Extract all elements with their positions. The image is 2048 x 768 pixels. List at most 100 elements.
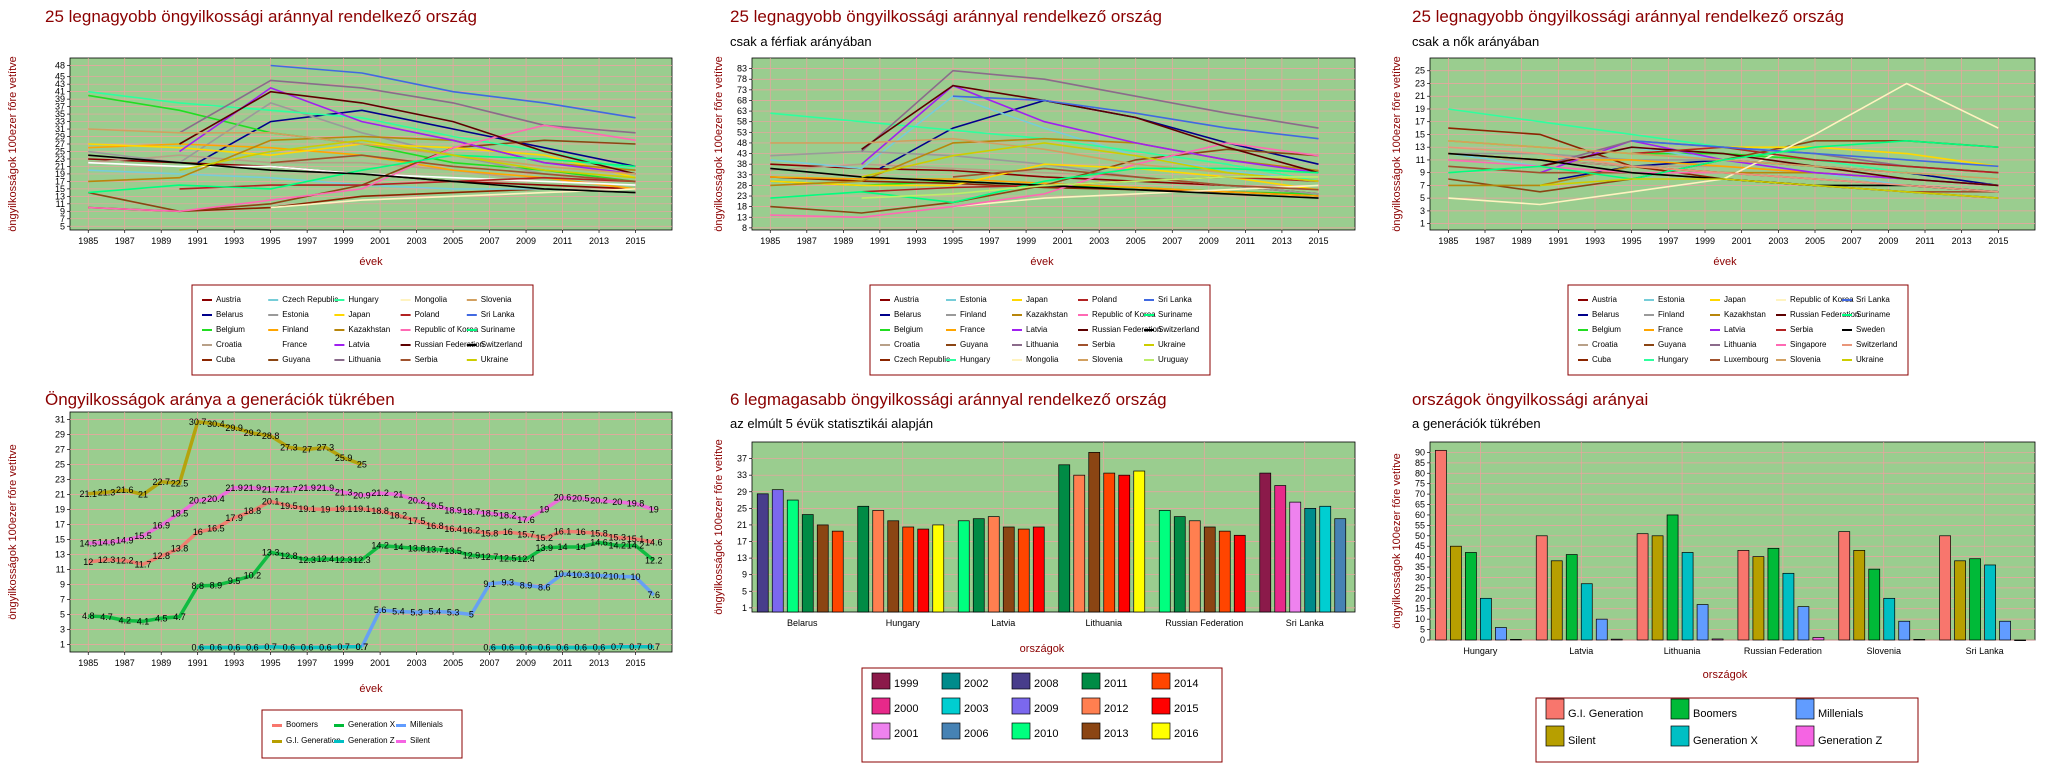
bar bbox=[1002, 526, 1015, 613]
data-label: 12.2 bbox=[645, 556, 663, 566]
data-label: 10.4 bbox=[554, 569, 572, 579]
x-tick-label: 2011 bbox=[1915, 236, 1934, 246]
y-tick-label: 41 bbox=[55, 87, 65, 97]
y-tick-label: 39 bbox=[55, 94, 65, 104]
legend-label: Poland bbox=[1092, 295, 1117, 304]
x-tick-label: 1995 bbox=[943, 236, 963, 246]
data-label: 21.3 bbox=[335, 487, 353, 497]
data-label: 19.1 bbox=[298, 504, 316, 514]
series-line-suriname bbox=[88, 154, 636, 194]
y-tick-label: 15 bbox=[1415, 604, 1425, 614]
data-label: 16 bbox=[503, 527, 513, 537]
x-tick-label: 2001 bbox=[370, 236, 390, 246]
bar bbox=[957, 520, 970, 613]
y-tick-label: 45 bbox=[55, 72, 65, 82]
y-tick-label: 3 bbox=[60, 625, 65, 635]
y-tick-label: 1 bbox=[60, 640, 65, 650]
bar bbox=[1565, 554, 1578, 641]
data-label: 5.3 bbox=[447, 607, 460, 617]
bar bbox=[1651, 535, 1664, 641]
y-axis-label: öngyilkosságok 100ezer főre vetítve bbox=[1391, 56, 1403, 232]
legend-swatch bbox=[1670, 725, 1690, 747]
legend-item: Poland bbox=[1078, 295, 1117, 304]
x-tick-label: 1991 bbox=[188, 236, 208, 246]
y-tick-label: 35 bbox=[55, 109, 65, 119]
legend-swatch bbox=[202, 359, 212, 361]
data-label: 17.6 bbox=[517, 515, 535, 525]
legend-swatch bbox=[1012, 299, 1022, 301]
bar bbox=[1782, 572, 1795, 641]
legend-label: Slovenia bbox=[481, 295, 512, 304]
legend-item: Russian Federation bbox=[1078, 325, 1161, 334]
data-label: 12.3 bbox=[335, 555, 353, 565]
legend-box bbox=[261, 709, 463, 759]
legend-swatch bbox=[1710, 299, 1720, 301]
legend-item: Generation X bbox=[334, 720, 396, 729]
bar bbox=[1868, 568, 1881, 641]
legend-label: Ukraine bbox=[481, 355, 509, 364]
legend-label: Kazakhstan bbox=[1724, 310, 1766, 319]
y-tick-label: 13 bbox=[737, 212, 747, 222]
x-tick-label: 1995 bbox=[1622, 236, 1642, 246]
legend-label: Czech Republic bbox=[894, 355, 950, 364]
x-tick-label: 1985 bbox=[760, 236, 780, 246]
data-label: 28.8 bbox=[262, 431, 280, 441]
bar bbox=[1969, 558, 1981, 641]
legend-item: Ukraine bbox=[466, 355, 509, 364]
data-label: 16.2 bbox=[463, 526, 481, 536]
legend-label: Finland bbox=[960, 310, 986, 319]
bar bbox=[1118, 474, 1131, 613]
legend-swatch bbox=[946, 359, 956, 361]
y-tick-label: 7 bbox=[1420, 180, 1425, 190]
data-label: 29.2 bbox=[244, 428, 262, 438]
legend-swatch bbox=[880, 344, 890, 346]
legend-label: Belgium bbox=[216, 325, 245, 334]
legend-item: Lithuania bbox=[334, 355, 381, 364]
legend-item: Slovenia bbox=[466, 295, 512, 304]
y-tick-label: 31 bbox=[55, 415, 65, 425]
data-label: 14.6 bbox=[590, 538, 608, 548]
bar bbox=[1465, 552, 1477, 641]
y-tick-label: 43 bbox=[55, 79, 65, 89]
data-label: 14.6 bbox=[645, 538, 663, 548]
data-label: 8.9 bbox=[520, 580, 533, 590]
data-label: 15.3 bbox=[609, 532, 627, 542]
legend-label: Hungary bbox=[348, 295, 378, 304]
legend-label: Silent bbox=[1568, 735, 1596, 747]
legend-label: Belarus bbox=[894, 310, 921, 319]
legend-item: Belarus bbox=[880, 310, 921, 319]
legend-item: Serbia bbox=[1776, 325, 1814, 334]
legend-swatch bbox=[1078, 314, 1088, 316]
data-label: 0.7 bbox=[611, 642, 624, 652]
legend-swatch bbox=[941, 697, 961, 715]
legend-swatch bbox=[1012, 344, 1022, 346]
data-label: 15.7 bbox=[517, 529, 535, 539]
data-label: 11.7 bbox=[135, 559, 152, 569]
legend-item: Suriname bbox=[466, 325, 516, 334]
chart-subtitle: csak a férfiak arányában bbox=[730, 34, 872, 49]
bar bbox=[1696, 604, 1709, 641]
data-label: 25.9 bbox=[335, 453, 353, 463]
legend-label: Ukraine bbox=[1856, 355, 1884, 364]
x-tick-label: 1987 bbox=[797, 236, 817, 246]
legend-label: Croatia bbox=[216, 340, 242, 349]
y-tick-label: 80 bbox=[1415, 468, 1425, 478]
legend-item: Boomers bbox=[272, 720, 318, 729]
bar bbox=[1883, 597, 1896, 641]
x-tick-label: 1989 bbox=[151, 236, 171, 246]
y-tick-label: 15 bbox=[55, 535, 65, 545]
legend-swatch bbox=[334, 740, 344, 743]
legend-item: 2014 bbox=[1151, 672, 1198, 690]
x-tick-label: 1991 bbox=[188, 658, 208, 668]
y-tick-label: 48 bbox=[55, 60, 65, 70]
data-label: 15.5 bbox=[134, 531, 152, 541]
data-label: 14.2 bbox=[371, 541, 389, 551]
x-tick-label: 2005 bbox=[443, 236, 463, 246]
legend-swatch bbox=[1710, 359, 1720, 361]
series-line-slovenia bbox=[88, 128, 636, 175]
data-label: 15.8 bbox=[590, 529, 608, 539]
y-tick-label: 30 bbox=[1415, 572, 1425, 582]
data-label: 16.4 bbox=[444, 524, 462, 534]
legend-item: Mongolia bbox=[1012, 355, 1059, 364]
data-label: 10 bbox=[631, 572, 641, 582]
